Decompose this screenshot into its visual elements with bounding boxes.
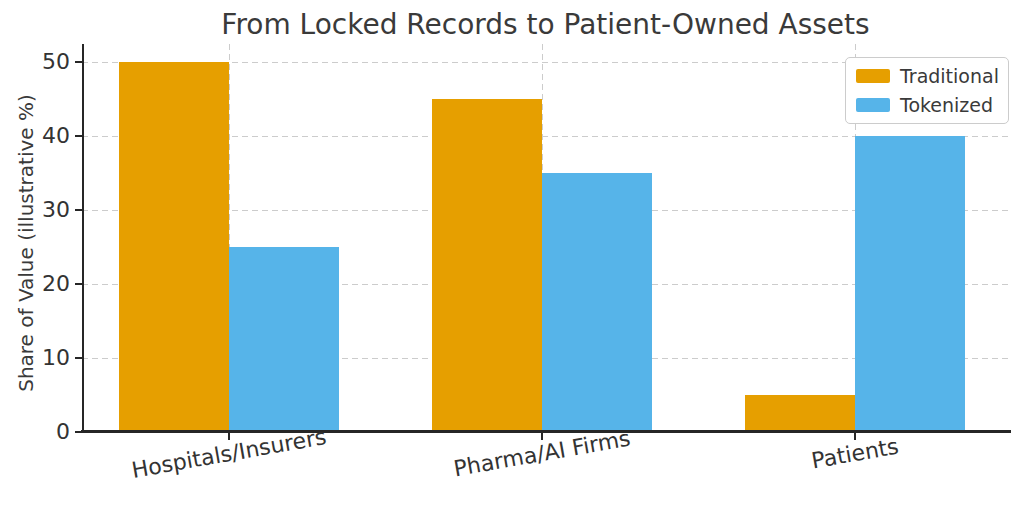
chart-title: From Locked Records to Patient-Owned Ass… <box>82 8 1009 41</box>
y-tick-mark-40 <box>75 135 82 137</box>
y-tick-label-0: 0 <box>0 419 70 445</box>
legend-label-traditional: Traditional <box>900 65 999 87</box>
x-tick-mark-0 <box>228 433 230 440</box>
x-tick-mark-2 <box>854 433 856 440</box>
y-tick-label-10: 10 <box>0 345 70 371</box>
legend-item-tokenized: Tokenized <box>856 94 998 116</box>
bar-tokenized-0 <box>229 247 339 432</box>
legend-swatch-traditional <box>856 69 890 83</box>
bar-tokenized-1 <box>542 173 652 432</box>
y-tick-label-50: 50 <box>0 49 70 75</box>
bar-traditional-1 <box>432 99 542 432</box>
bar-tokenized-2 <box>855 136 965 432</box>
y-tick-label-20: 20 <box>0 271 70 297</box>
x-tick-mark-1 <box>541 433 543 440</box>
y-axis-spine <box>82 44 84 432</box>
bar-traditional-2 <box>745 395 855 432</box>
y-tick-mark-30 <box>75 209 82 211</box>
y-tick-label-40: 40 <box>0 123 70 149</box>
legend-label-tokenized: Tokenized <box>900 94 993 116</box>
y-tick-mark-50 <box>75 61 82 63</box>
legend-swatch-tokenized <box>856 98 890 112</box>
x-axis-spine <box>81 430 1011 433</box>
y-tick-mark-10 <box>75 357 82 359</box>
bar-traditional-0 <box>119 62 229 432</box>
legend: Traditional Tokenized <box>845 57 1009 124</box>
bar-chart-figure: From Locked Records to Patient-Owned Ass… <box>0 0 1024 506</box>
y-axis-label: Share of Value (illustrative %) <box>14 58 40 428</box>
legend-item-traditional: Traditional <box>856 65 998 87</box>
y-tick-label-30: 30 <box>0 197 70 223</box>
y-tick-mark-0 <box>75 431 82 433</box>
y-tick-mark-20 <box>75 283 82 285</box>
